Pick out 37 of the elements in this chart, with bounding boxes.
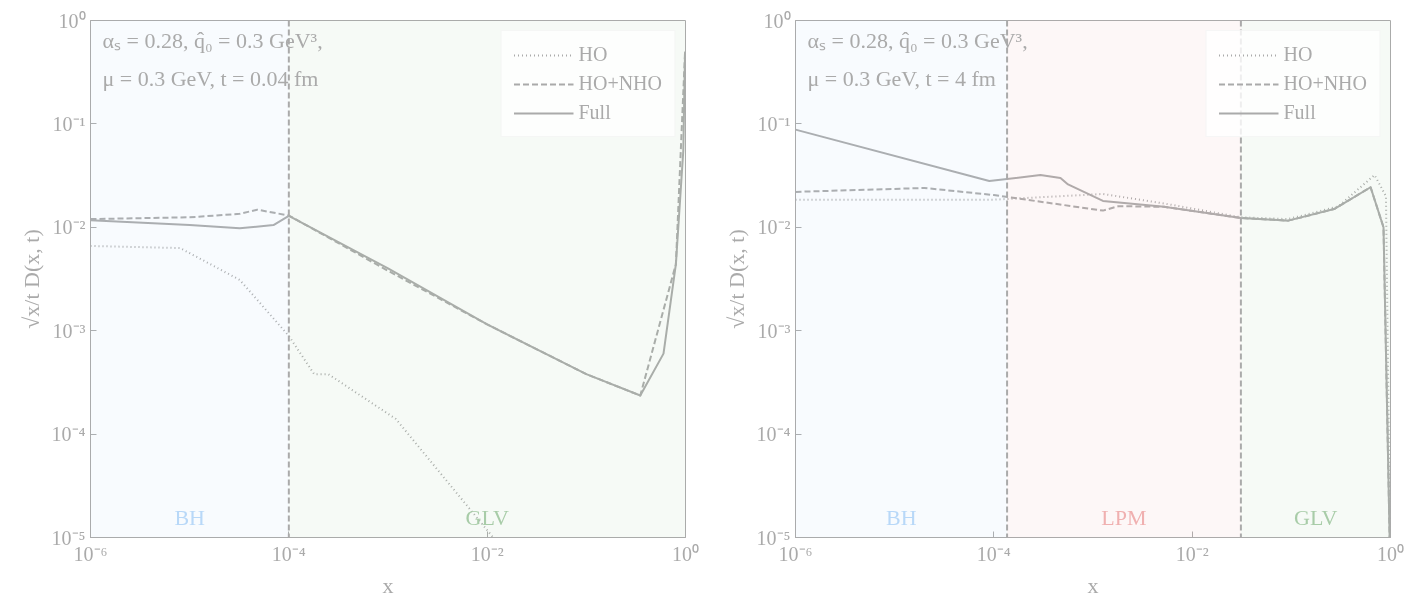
legend-label: HO+NHO [1283,72,1367,95]
y-tick-label: 10⁻³ [52,319,86,342]
y-tick-label: 10⁻⁴ [51,423,86,446]
x-tick-label: 10⁰ [672,542,699,565]
x-tick-label: 10⁰ [1377,542,1404,565]
y-tick-label: 10⁻² [52,216,86,239]
x-tick-label: 10⁻⁶ [778,542,813,565]
band-label: BH [886,504,917,530]
legend-label: HO [1283,43,1313,66]
annotation: μ = 0.3 GeV, t = 4 fm [807,65,996,91]
y-axis-title: √x/t D(x, t) [18,229,44,329]
annotation: μ = 0.3 GeV, t = 0.04 fm [102,65,319,91]
band-label: BH [174,504,206,530]
y-tick-label: 10⁻³ [757,319,791,342]
x-tick-label: 10⁻⁶ [73,542,108,565]
legend-label: HO [578,43,608,66]
y-tick-label: 10⁰ [763,9,791,32]
x-tick-label: 10⁻² [1175,542,1209,565]
legend-label: Full [1283,101,1316,124]
x-axis-title: x [382,572,394,598]
band-label: GLV [465,504,509,530]
y-tick-label: 10⁻¹ [52,112,86,135]
band-label: LPM [1101,504,1147,530]
x-tick-label: 10⁻⁴ [976,542,1011,565]
y-tick-label: 10⁻¹ [757,112,791,135]
legend-label: Full [578,101,611,124]
legend-label: HO+NHO [578,72,662,95]
x-tick-label: 10⁻⁴ [271,542,306,565]
y-tick-label: 10⁻⁴ [756,423,791,446]
x-tick-label: 10⁻² [470,542,504,565]
x-axis-title: x [1087,572,1099,598]
y-tick-label: 10⁻² [757,216,791,239]
y-axis-title: √x/t D(x, t) [723,229,749,329]
y-tick-label: 10⁰ [58,9,86,32]
annotation: αₛ = 0.28, q̂₀ = 0.3 GeV³, [807,27,1028,53]
band-label: GLV [1294,504,1338,530]
annotation: αₛ = 0.28, q̂₀ = 0.3 GeV³, [102,27,323,53]
